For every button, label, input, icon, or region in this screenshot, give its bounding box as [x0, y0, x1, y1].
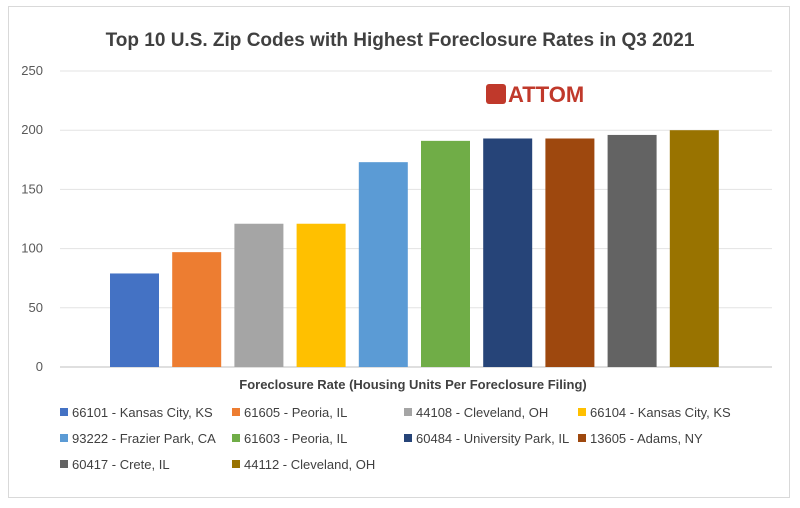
legend-swatch	[60, 408, 68, 416]
legend-item: 66101 - Kansas City, KS	[60, 405, 213, 420]
logo-text: ATTOM	[508, 82, 584, 107]
bar-60417	[607, 134, 657, 367]
legend-item: 66104 - Kansas City, KS	[578, 405, 731, 420]
legend-swatch	[232, 434, 240, 442]
legend-swatch	[60, 434, 68, 442]
y-tick-label: 100	[21, 241, 43, 256]
legend: 66101 - Kansas City, KS 61605 - Peoria, I…	[60, 405, 731, 472]
bar-13605	[545, 138, 595, 367]
legend-item: 60417 - Crete, IL	[60, 457, 170, 472]
bar-61603	[421, 140, 470, 367]
legend-label: 44108 - Cleveland, OH	[416, 405, 548, 420]
legend-swatch	[578, 408, 586, 416]
legend-item: 61603 - Peoria, IL	[232, 431, 347, 446]
bar-66104	[296, 223, 346, 367]
legend-item: 60484 - University Park, IL	[404, 431, 569, 446]
legend-item: 93222 - Frazier Park, CA	[60, 431, 216, 446]
legend-swatch	[232, 408, 240, 416]
legend-label: 93222 - Frazier Park, CA	[72, 431, 216, 446]
y-tick-label: 250	[21, 63, 43, 78]
legend-item: 44108 - Cleveland, OH	[404, 405, 548, 420]
attom-logo: ATTOM	[486, 82, 584, 107]
y-tick-label: 150	[21, 181, 43, 196]
legend-swatch	[60, 460, 68, 468]
bar-60484	[483, 138, 533, 367]
legend-swatch	[578, 434, 586, 442]
legend-label: 61605 - Peoria, IL	[244, 405, 347, 420]
chart-title: Top 10 U.S. Zip Codes with Highest Forec…	[106, 30, 695, 51]
y-tick-label: 200	[21, 122, 43, 137]
logo-mark-icon	[486, 84, 506, 104]
legend-label: 66104 - Kansas City, KS	[590, 405, 731, 420]
legend-label: 44112 - Cleveland, OH	[244, 457, 375, 472]
legend-swatch	[404, 408, 412, 416]
legend-swatch	[404, 434, 412, 442]
legend-label: 61603 - Peoria, IL	[244, 431, 347, 446]
bar-61605	[172, 252, 222, 367]
legend-swatch	[232, 460, 240, 468]
legend-label: 60417 - Crete, IL	[72, 457, 170, 472]
legend-item: 13605 - Adams, NY	[578, 431, 703, 446]
legend-item: 61605 - Peoria, IL	[232, 405, 347, 420]
gridlines	[60, 70, 772, 368]
bar-44108	[234, 223, 284, 367]
legend-label: 60484 - University Park, IL	[416, 431, 569, 446]
bars	[110, 130, 719, 367]
y-tick-label: 0	[36, 359, 43, 374]
legend-label: 66101 - Kansas City, KS	[72, 405, 213, 420]
y-axis-ticks: 0 50 100 150 200 250	[21, 63, 43, 374]
bar-44112	[669, 130, 719, 367]
y-tick-label: 50	[29, 300, 43, 315]
bar-66101	[110, 273, 159, 367]
bar-93222	[358, 162, 408, 367]
legend-label: 13605 - Adams, NY	[590, 431, 703, 446]
x-axis-label: Foreclosure Rate (Housing Units Per Fore…	[239, 377, 586, 392]
legend-item: 44112 - Cleveland, OH	[232, 457, 375, 472]
